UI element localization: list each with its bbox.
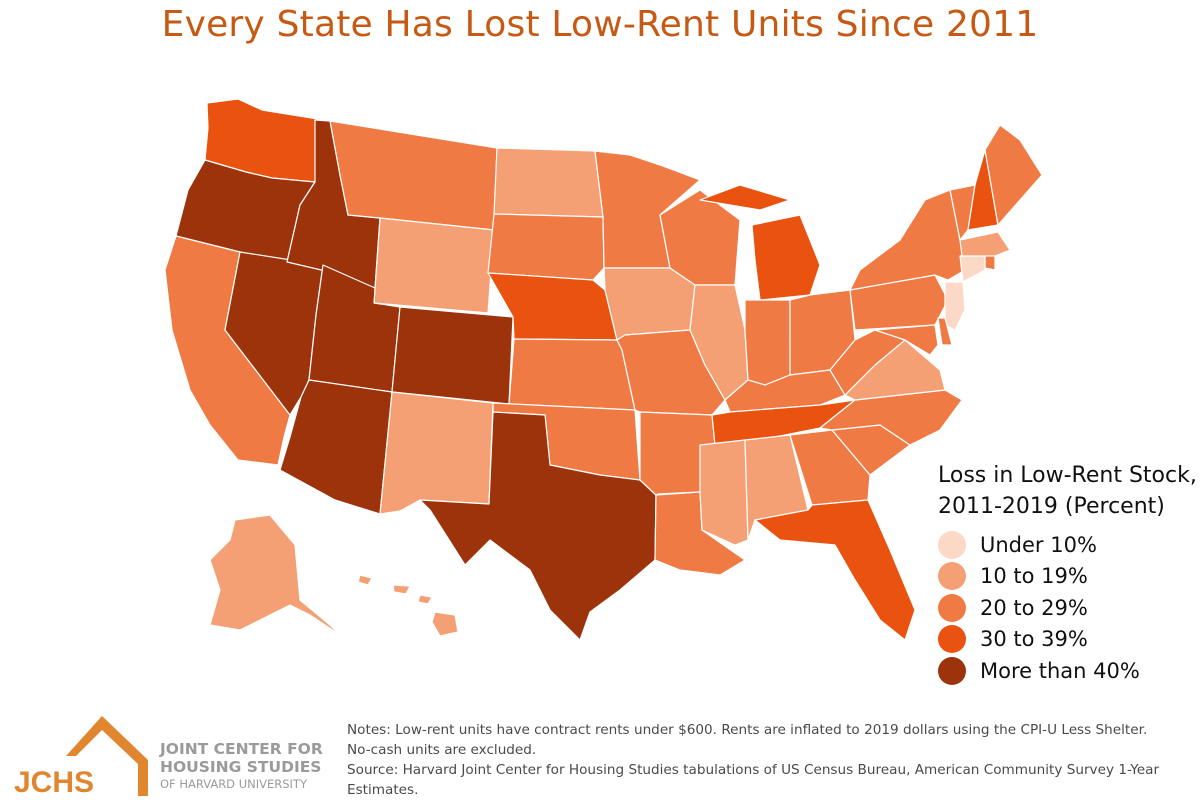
legend-label: 10 to 19% <box>980 564 1088 589</box>
logo-abbr: JCHS <box>14 766 94 798</box>
source-line1: Source: Harvard Joint Center for Housing… <box>347 762 1160 778</box>
legend-item-30-39: 30 to 39% <box>938 624 1200 656</box>
logo-line3: OF HARVARD UNIVERSITY <box>160 777 307 791</box>
state-ga[interactable] <box>789 429 871 506</box>
state-tx[interactable] <box>419 411 657 641</box>
legend-label: Under 10% <box>980 532 1097 557</box>
legend-label: 30 to 39% <box>980 627 1088 652</box>
legend-item-over-40: More than 40% <box>938 655 1200 687</box>
legend-item-under-10: Under 10% <box>938 529 1200 561</box>
state-fl[interactable] <box>754 499 916 641</box>
legend-swatch <box>938 625 966 654</box>
state-nm[interactable] <box>379 391 494 515</box>
legend-item-20-29: 20 to 29% <box>938 592 1200 624</box>
state-de[interactable] <box>937 317 953 346</box>
house-logo-icon <box>66 716 148 796</box>
state-sd[interactable] <box>487 213 605 281</box>
state-ny[interactable] <box>849 189 966 291</box>
state-ak[interactable] <box>209 514 341 636</box>
logo-wordmark: JOINT CENTER FOR HOUSING STUDIES OF HARV… <box>160 740 330 792</box>
legend-items: Under 10% 10 to 19% 20 to 29% 30 to 39% … <box>938 529 1200 687</box>
state-mo[interactable] <box>616 329 726 416</box>
state-co[interactable] <box>391 306 514 405</box>
logo-line2: HOUSING STUDIES <box>160 758 322 776</box>
notes-line2: No-cash units are excluded. <box>347 742 537 758</box>
state-mt[interactable] <box>329 120 498 231</box>
source-line2: Estimates. <box>347 782 419 798</box>
legend-swatch <box>938 562 966 591</box>
state-ri[interactable] <box>984 255 996 271</box>
state-hi[interactable] <box>357 574 459 637</box>
state-ma[interactable] <box>959 231 1011 259</box>
logo-line1: JOINT CENTER FOR <box>160 740 323 758</box>
state-in[interactable] <box>744 299 791 386</box>
state-ms[interactable] <box>699 439 749 546</box>
state-nd[interactable] <box>493 147 604 218</box>
legend-label: More than 40% <box>980 658 1140 683</box>
map-legend: Loss in Low-Rent Stock, 2011-2019 (Perce… <box>938 460 1200 687</box>
legend-label: 20 to 29% <box>980 595 1088 620</box>
legend-title: Loss in Low-Rent Stock, 2011-2019 (Perce… <box>938 460 1200 522</box>
legend-swatch <box>938 656 966 685</box>
jchs-logo: JCHS <box>14 716 148 798</box>
state-ia[interactable] <box>603 267 696 341</box>
state-wy[interactable] <box>373 217 495 314</box>
legend-title-line1: Loss in Low-Rent Stock, <box>938 463 1197 488</box>
map-title: Every State Has Lost Low-Rent Units Sinc… <box>161 4 1039 45</box>
state-ct[interactable] <box>959 255 986 283</box>
state-nj[interactable] <box>944 281 966 331</box>
legend-title-line2: 2011-2019 (Percent) <box>938 494 1165 519</box>
state-me[interactable] <box>984 124 1043 226</box>
legend-swatch <box>938 593 966 622</box>
us-choropleth-map <box>164 98 1043 641</box>
legend-swatch <box>938 530 966 559</box>
legend-item-10-19: 10 to 19% <box>938 561 1200 593</box>
state-ks[interactable] <box>508 338 636 411</box>
notes-line1: Notes: Low-rent units have contract rent… <box>347 722 1148 738</box>
state-md[interactable] <box>874 324 939 356</box>
notes-and-source: Notes: Low-rent units have contract rent… <box>347 720 1197 800</box>
